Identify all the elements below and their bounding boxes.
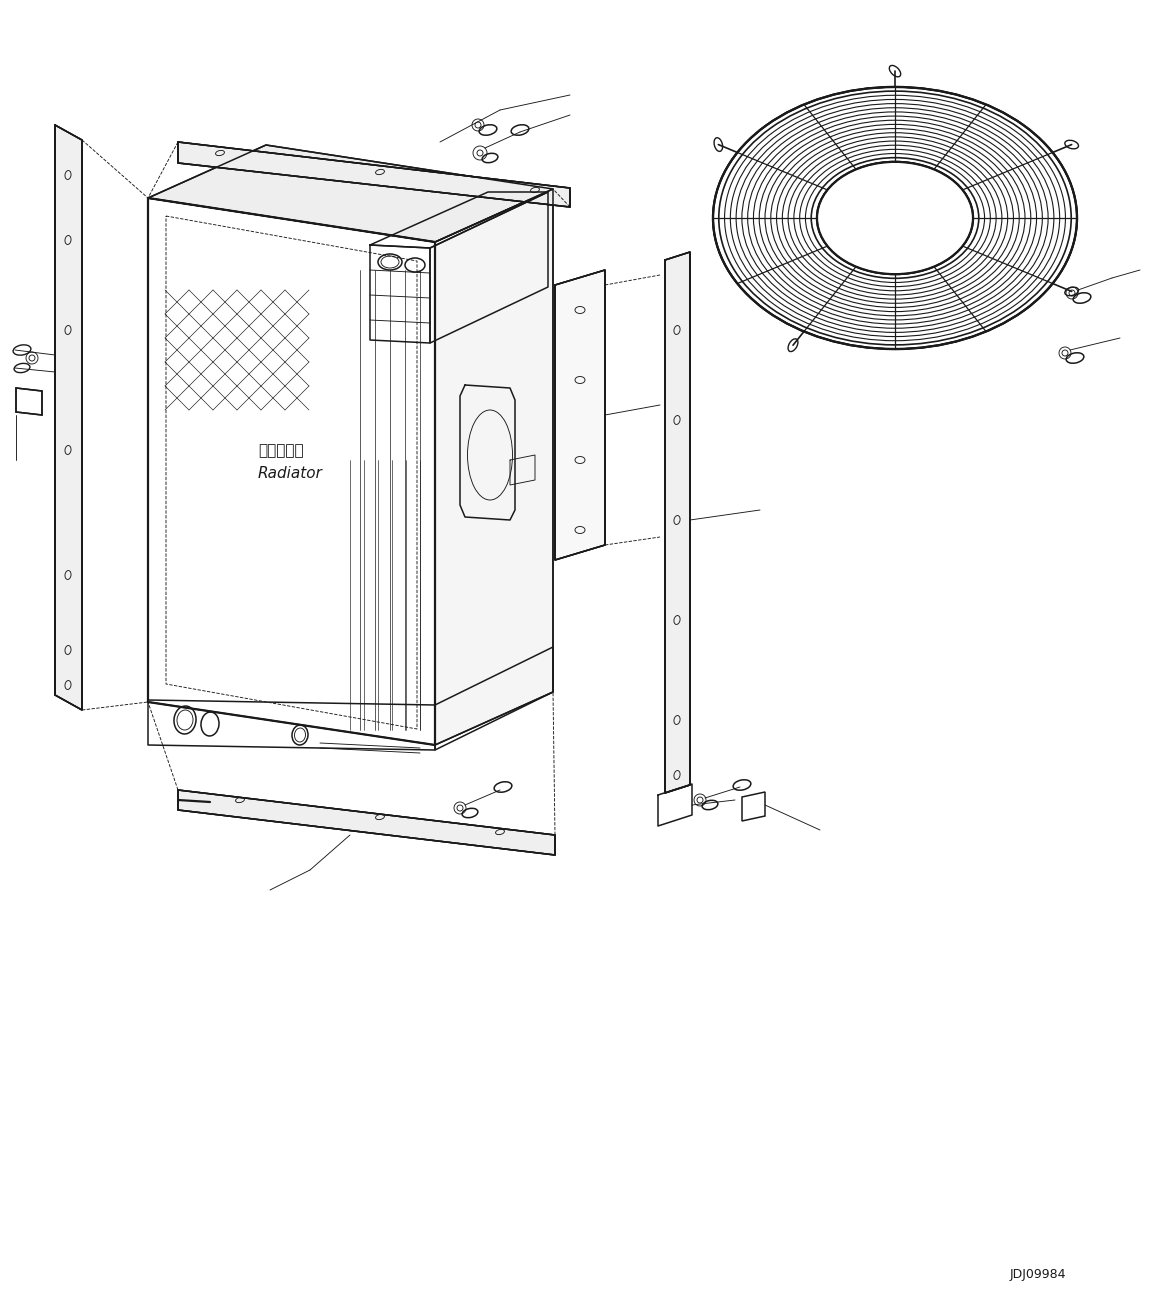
Polygon shape bbox=[55, 126, 83, 710]
Ellipse shape bbox=[713, 87, 1077, 350]
Polygon shape bbox=[665, 253, 690, 793]
Text: JDJ09984: JDJ09984 bbox=[1009, 1268, 1066, 1281]
Polygon shape bbox=[178, 142, 570, 207]
Polygon shape bbox=[435, 189, 552, 745]
Polygon shape bbox=[148, 145, 552, 242]
Polygon shape bbox=[148, 198, 435, 745]
Ellipse shape bbox=[816, 162, 973, 275]
Polygon shape bbox=[16, 388, 42, 414]
Text: ラジエータ: ラジエータ bbox=[258, 443, 304, 458]
Text: Radiator: Radiator bbox=[258, 466, 323, 480]
Polygon shape bbox=[178, 790, 555, 855]
Polygon shape bbox=[555, 269, 605, 559]
Polygon shape bbox=[742, 793, 765, 821]
